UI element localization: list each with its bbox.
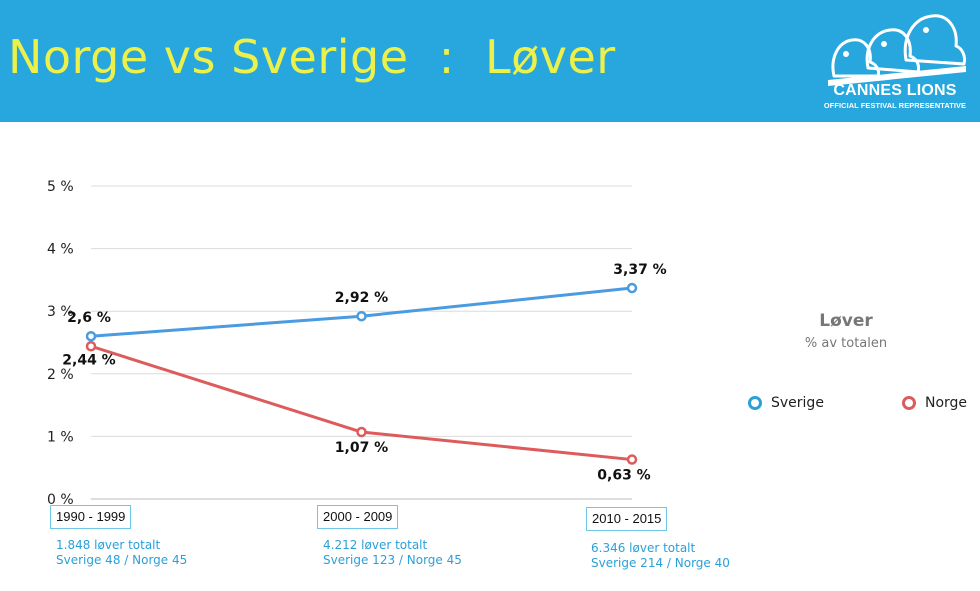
period-note-2: 4.212 løver totalt Sverige 123 / Norge 4…	[323, 538, 462, 568]
chart-title: Løver	[819, 311, 873, 331]
period-label-3: 2010 - 2015	[586, 507, 668, 531]
y-tick-label-2: 2 %	[47, 367, 74, 383]
y-tick-label-5: 5 %	[47, 179, 74, 195]
point-norge-2	[626, 454, 638, 465]
period-total-1: 1.848 løver totalt	[56, 538, 161, 552]
chart-subtitle: % av totalen	[804, 336, 888, 351]
legend-item-sverige: Sverige	[748, 394, 824, 412]
data-label-sverige-2: 3,37 %	[613, 262, 666, 278]
line-chart: 0 % 1 % 2 % 3 % 4 % 5 % 2,6 % 2,92 % 3,37 % 2,44 …	[47, 179, 667, 508]
point-sverige-1	[356, 310, 367, 322]
period-split-3: Sverige 214 / Norge 40	[591, 556, 730, 570]
logo-subtitle: OFFICIAL FESTIVAL REPRESENTATIVE	[823, 101, 967, 110]
y-tick-label-1: 1 %	[47, 429, 74, 445]
cannes-lions-logo-icon	[828, 14, 966, 86]
logo-name: CANNES LIONS	[833, 82, 957, 99]
data-label-norge-0: 2,44 %	[62, 352, 115, 368]
legend-label-norge: Norge	[925, 395, 968, 411]
y-tick-label-3: 3 %	[47, 304, 74, 320]
legend-item-norge: Norge	[902, 394, 967, 412]
period-split-2: Sverige 123 / Norge 45	[323, 553, 462, 567]
page-title: Norge vs Sverige : Løver	[8, 30, 616, 84]
point-norge-0	[85, 341, 97, 352]
y-tick-label-4: 4 %	[47, 242, 74, 258]
point-sverige-0	[85, 330, 97, 342]
point-sverige-2	[626, 282, 638, 294]
period-split-1: Sverige 48 / Norge 45	[56, 553, 188, 567]
data-label-sverige-0: 2,6 %	[67, 310, 111, 326]
legend-label-sverige: Sverige	[771, 395, 824, 411]
period-total-2: 4.212 løver totalt	[323, 538, 428, 552]
period-total-3: 6.346 løver totalt	[591, 541, 696, 555]
data-label-sverige-1: 2,92 %	[335, 290, 388, 306]
period-label-1: 1990 - 1999	[50, 505, 132, 529]
header-banner: Norge vs Sverige : Løver CANNES LIONS OF…	[0, 0, 980, 122]
legend-marker-norge-icon	[902, 396, 916, 410]
data-label-norge-2: 0,63 %	[597, 468, 650, 484]
period-label-2: 2000 - 2009	[317, 505, 399, 529]
point-norge-1	[356, 426, 367, 438]
y-tick-label-0: 0 %	[47, 492, 74, 508]
period-note-3: 6.346 løver totalt Sverige 214 / Norge 4…	[591, 541, 730, 571]
period-note-1: 1.848 løver totalt Sverige 48 / Norge 45	[56, 538, 187, 568]
legend-marker-sverige-icon	[748, 396, 762, 410]
data-label-norge-1: 1,07 %	[335, 440, 388, 456]
